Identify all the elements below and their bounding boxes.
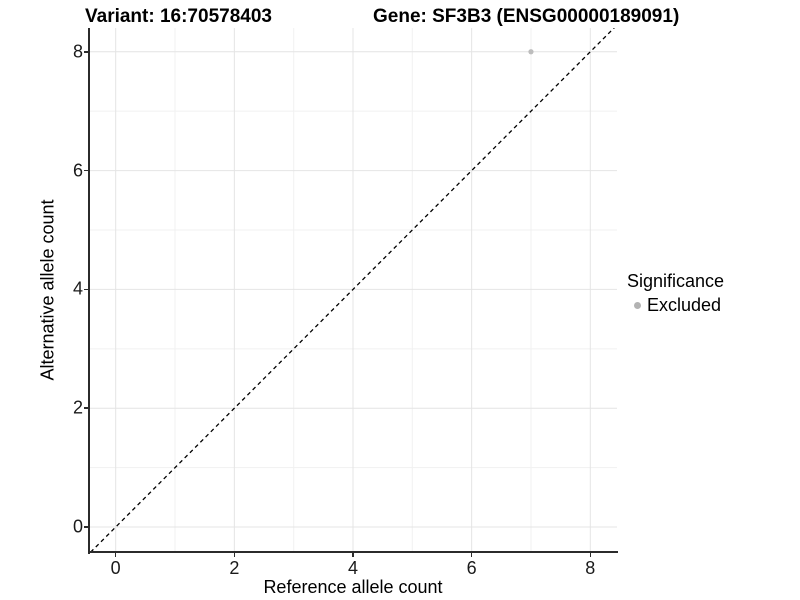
x-tick-mark: [114, 553, 117, 557]
variant-title: Variant: 16:70578403: [85, 6, 272, 27]
gene-title: Gene: SF3B3 (ENSG00000189091): [373, 6, 680, 27]
scatter-plot-canvas: [89, 28, 617, 552]
x-tick-mark: [233, 553, 236, 557]
x-tick-mark: [470, 553, 473, 557]
plot-panel: [89, 28, 617, 552]
y-tick-mark: [84, 51, 88, 53]
y-axis-title: Alternative allele count: [37, 199, 58, 381]
x-axis-title: Reference allele count: [263, 577, 443, 597]
y-tick-mark: [84, 407, 88, 409]
legend-entry-label: Excluded: [647, 295, 722, 315]
data-point-excluded: [528, 49, 534, 55]
x-tick-label: 8: [585, 558, 596, 578]
y-tick-label: 0: [72, 516, 83, 537]
x-tick-mark: [589, 553, 592, 557]
x-tick-label: 2: [229, 558, 240, 578]
x-tick-label: 6: [466, 558, 477, 578]
identity-dashed-line: [89, 28, 615, 552]
legend-entry-excluded: Excluded: [627, 295, 724, 316]
y-tick-label: 8: [72, 41, 83, 62]
y-tick-label: 2: [72, 397, 83, 418]
legend: Significance Excluded: [627, 271, 724, 316]
y-tick-mark: [84, 526, 88, 528]
excluded-point-icon: [633, 302, 641, 309]
y-tick-label: 4: [72, 278, 83, 299]
legend-title: Significance: [627, 271, 725, 291]
x-tick-label: 4: [347, 558, 359, 578]
y-axis-line: [88, 28, 90, 554]
y-tick-mark: [84, 169, 88, 172]
y-tick-mark: [84, 288, 88, 291]
x-tick-mark: [352, 553, 354, 557]
x-axis-line: [88, 551, 618, 553]
legend-key: [627, 296, 647, 316]
y-tick-label: 6: [72, 160, 83, 181]
x-tick-label: 0: [110, 558, 121, 578]
